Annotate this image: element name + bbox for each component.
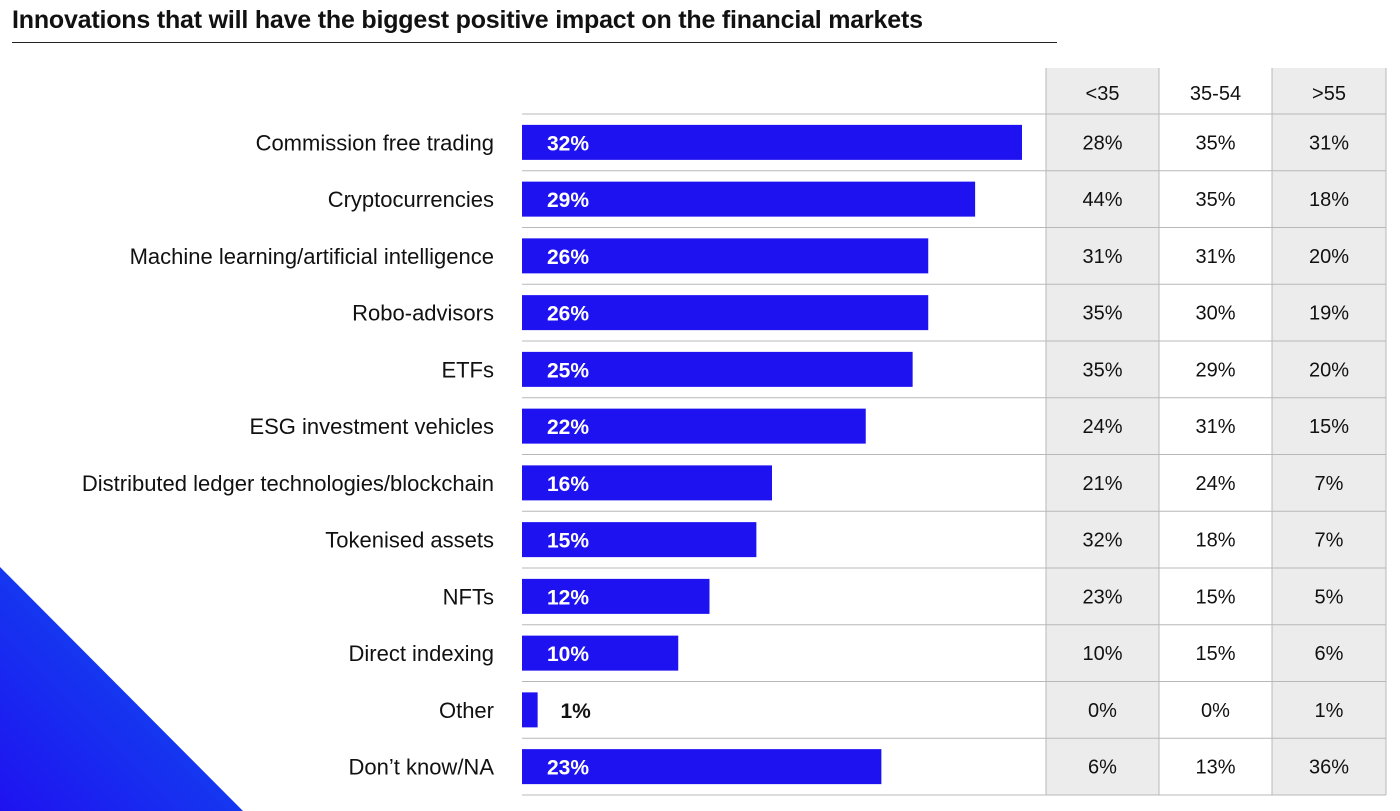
bar (522, 181, 976, 217)
table-cell: 5% (1315, 586, 1344, 608)
table-cell: 35% (1195, 132, 1235, 154)
table-header-3: >55 (1312, 83, 1346, 105)
bar-value-label: 12% (547, 586, 589, 609)
bar-value-label: 10% (547, 643, 589, 666)
table-cell: 6% (1088, 757, 1117, 779)
table-header-1: <35 (1086, 83, 1120, 105)
table-column-shade (1272, 68, 1386, 795)
corner-decoration (0, 567, 243, 811)
table-cell: 21% (1082, 473, 1122, 495)
table-cell: 36% (1309, 757, 1349, 779)
bar (522, 295, 929, 331)
bar-value-label: 22% (547, 416, 589, 439)
bar (522, 351, 913, 387)
category-label: ETFs (441, 357, 494, 382)
category-label: NFTs (443, 584, 494, 609)
bar-value-label: 16% (547, 473, 589, 496)
table-cell: 31% (1195, 246, 1235, 268)
table-cell: 0% (1201, 700, 1230, 722)
category-label: Other (439, 698, 494, 723)
table-cell: 10% (1082, 643, 1122, 665)
bar-value-label: 29% (547, 189, 589, 212)
table-cell: 20% (1309, 246, 1349, 268)
table-column-shade (1046, 68, 1159, 795)
table-cell: 1% (1315, 700, 1344, 722)
title-underline (12, 42, 1057, 43)
table-cell: 35% (1082, 359, 1122, 381)
bar (522, 749, 882, 785)
bar (522, 635, 679, 671)
table-cell: 28% (1082, 132, 1122, 154)
category-label: Direct indexing (348, 641, 494, 666)
table-cell: 31% (1082, 246, 1122, 268)
category-label: Tokenised assets (325, 528, 494, 553)
category-label: Cryptocurrencies (328, 187, 494, 212)
table-cell: 35% (1195, 189, 1235, 211)
bar-value-label: 26% (547, 246, 589, 269)
table-cell: 19% (1309, 303, 1349, 325)
bar (522, 522, 757, 558)
bar-value-label: 26% (547, 303, 589, 326)
table-cell: 24% (1195, 473, 1235, 495)
table-cell: 15% (1309, 416, 1349, 438)
table-cell: 7% (1315, 473, 1344, 495)
table-cell: 31% (1309, 132, 1349, 154)
table-cell: 44% (1082, 189, 1122, 211)
bar-value-label: 1% (560, 700, 591, 723)
table-cell: 32% (1082, 530, 1122, 552)
table-cell: 35% (1082, 303, 1122, 325)
table-cell: 24% (1082, 416, 1122, 438)
category-label: Don’t know/NA (348, 755, 494, 780)
table-cell: 6% (1315, 643, 1344, 665)
table-cell: 7% (1315, 530, 1344, 552)
bar (522, 124, 1022, 160)
table-cell: 23% (1082, 586, 1122, 608)
category-label: Commission free trading (256, 130, 494, 155)
table-cell: 18% (1195, 530, 1235, 552)
bar-value-label: 23% (547, 757, 589, 780)
bar-value-label: 32% (547, 132, 589, 155)
bar-value-label: 25% (547, 359, 589, 382)
table-header-2: 35-54 (1190, 83, 1241, 105)
bar (522, 238, 929, 274)
category-label: Machine learning/artificial intelligence (130, 244, 494, 269)
table-cell: 0% (1088, 700, 1117, 722)
chart-title: Innovations that will have the biggest p… (12, 6, 923, 34)
table-cell: 29% (1195, 359, 1235, 381)
bar (522, 692, 538, 728)
category-label: Robo-advisors (352, 301, 494, 326)
table-cell: 31% (1195, 416, 1235, 438)
table-cell: 30% (1195, 303, 1235, 325)
table-cell: 15% (1195, 643, 1235, 665)
table-cell: 15% (1195, 586, 1235, 608)
bar (522, 408, 866, 444)
bar (522, 578, 710, 614)
category-label: ESG investment vehicles (249, 414, 494, 439)
bar (522, 465, 772, 501)
category-label: Distributed ledger technologies/blockcha… (82, 471, 494, 496)
table-cell: 20% (1309, 359, 1349, 381)
table-cell: 18% (1309, 189, 1349, 211)
bar-value-label: 15% (547, 530, 589, 553)
table-cell: 13% (1195, 757, 1235, 779)
